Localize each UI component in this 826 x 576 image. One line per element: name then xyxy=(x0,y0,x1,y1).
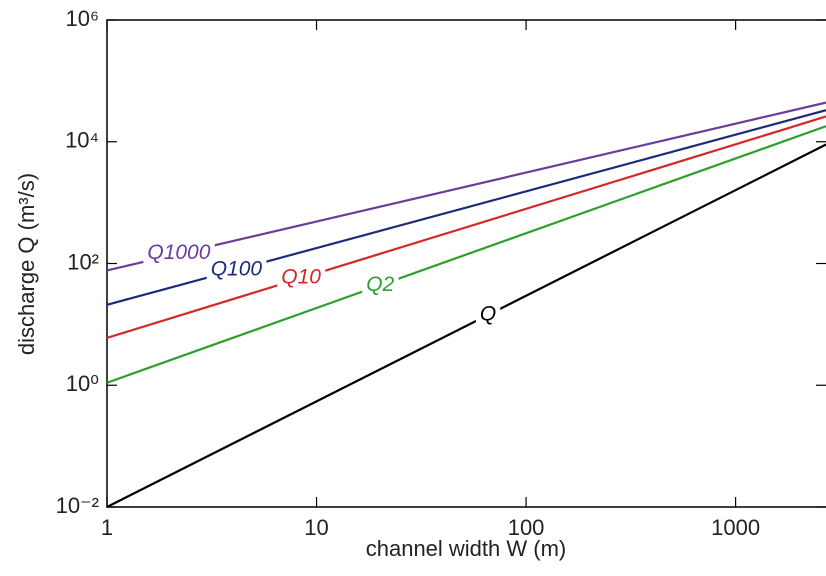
x-tick-label: 1 xyxy=(101,515,113,540)
y-tick-label: 10⁴ xyxy=(65,128,99,153)
series-label: Q2 xyxy=(366,273,394,296)
series-label-bg xyxy=(206,257,267,281)
y-tick-label: 10² xyxy=(67,249,99,274)
series-label: Q10 xyxy=(281,266,321,289)
series-line xyxy=(106,125,826,384)
y-axis-label: discharge Q (m³/s) xyxy=(14,173,39,355)
series-label: Q1000 xyxy=(147,241,210,264)
series-label: Q100 xyxy=(211,257,263,280)
y-tick-label: 10⁰ xyxy=(66,371,99,396)
x-tick-label: 100 xyxy=(508,515,545,540)
series-label-bg xyxy=(277,265,326,289)
x-tick-label: 1000 xyxy=(711,515,760,540)
series-label-bg xyxy=(362,272,399,296)
y-tick-label: 10⁶ xyxy=(65,6,99,31)
series-line xyxy=(106,101,826,272)
series-label-bg xyxy=(475,302,501,326)
x-tick-label: 10 xyxy=(304,515,328,540)
x-axis-label: channel width W (m) xyxy=(366,536,567,561)
series-label-bg xyxy=(143,241,215,265)
y-tick-label: 10⁻² xyxy=(56,493,99,518)
series-line xyxy=(106,143,826,508)
series-label: Q xyxy=(480,302,496,325)
series-line xyxy=(106,115,826,339)
